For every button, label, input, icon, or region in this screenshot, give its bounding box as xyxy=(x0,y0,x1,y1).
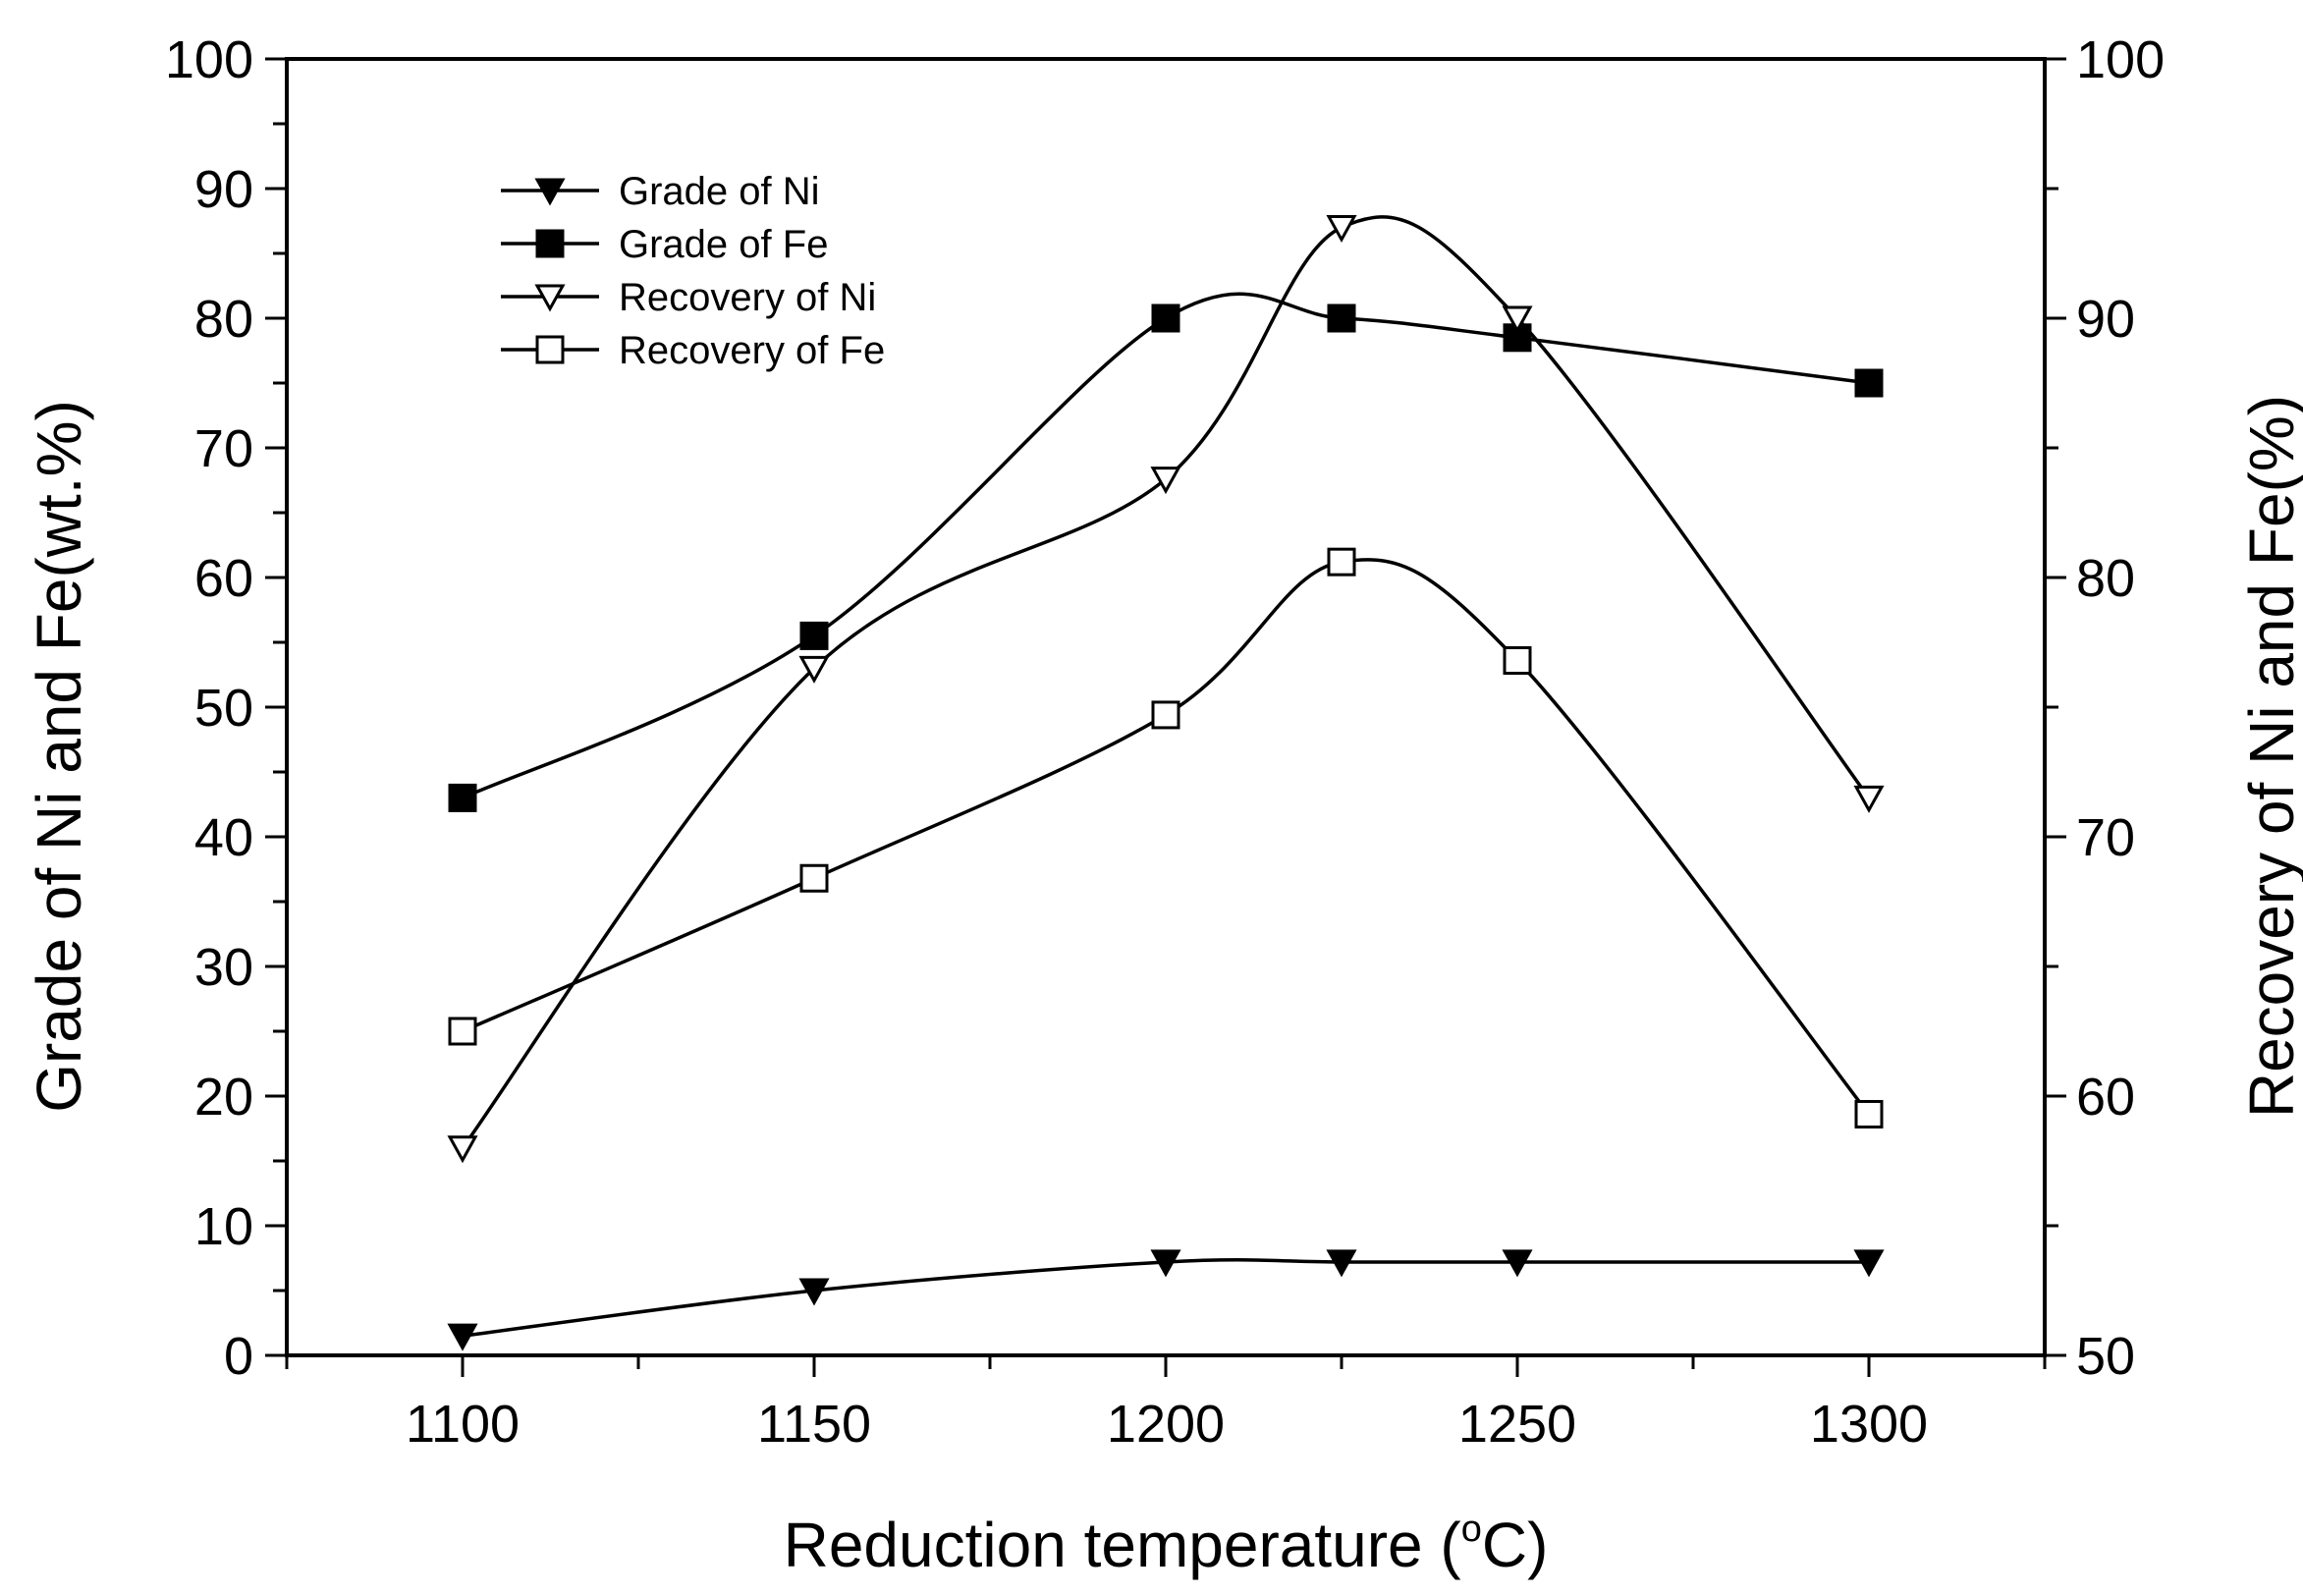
series-line-grade-of-ni xyxy=(462,1258,1869,1338)
y-left-tick-label: 40 xyxy=(194,808,253,867)
series-line-recovery-of-fe xyxy=(462,558,1871,1116)
data-point-grade-of-fe xyxy=(448,783,477,812)
x-axis-title-end: C) xyxy=(1482,1510,1549,1580)
ticks-layer: 1100 1150 1200 1250 1300 0 10 20 30 40 50 60 70 80 90 1… xyxy=(165,30,2165,1454)
series-grade-of-fe xyxy=(448,292,1884,812)
y-left-tick-label: 70 xyxy=(194,419,253,478)
y-left-tick-label: 100 xyxy=(165,30,253,89)
data-point-grade-of-fe xyxy=(1854,368,1884,398)
legend-marker xyxy=(534,284,566,312)
y-right-tick-label: 80 xyxy=(2076,549,2135,608)
data-point-recovery-of-fe xyxy=(1151,700,1180,730)
y-left-tick-label: 20 xyxy=(194,1068,253,1127)
y-left-tick-label: 90 xyxy=(194,160,253,219)
data-point-grade-of-ni xyxy=(798,1278,830,1306)
data-point-recovery-of-ni xyxy=(1326,215,1357,244)
series-recovery-of-ni xyxy=(447,215,1885,1164)
y-right-tick-label: 60 xyxy=(2076,1068,2135,1127)
y-left-tick-label: 30 xyxy=(194,938,253,997)
data-point-recovery-of-ni xyxy=(798,655,830,684)
y-axis-right-title: Recovery of Ni and Fe(%) xyxy=(2236,395,2303,1118)
y-left-tick-label: 50 xyxy=(194,679,253,738)
series-line-recovery-of-ni xyxy=(461,215,1871,1149)
legend-item-grade-of-ni: Grade of Ni xyxy=(501,170,820,213)
data-point-recovery-of-fe xyxy=(799,863,829,893)
legend-marker xyxy=(535,335,565,364)
legend-label: Recovery of Ni xyxy=(619,276,876,319)
y-axis-left-title: Grade of Ni and Fe(wt.%) xyxy=(24,400,94,1113)
legend-item-grade-of-fe: Grade of Fe xyxy=(501,223,828,266)
series-layer xyxy=(447,215,1885,1351)
data-point-grade-of-ni xyxy=(1502,1249,1533,1278)
data-point-grade-of-fe xyxy=(799,621,829,650)
series-grade-of-ni xyxy=(447,1249,1885,1351)
y-left-tick-label: 0 xyxy=(224,1327,253,1386)
data-point-recovery-of-ni xyxy=(1502,305,1533,334)
data-point-recovery-of-ni xyxy=(1150,467,1181,495)
y-right-tick-label: 70 xyxy=(2076,808,2135,867)
data-point-recovery-of-ni xyxy=(1853,785,1885,813)
data-point-grade-of-ni xyxy=(1150,1249,1181,1278)
data-point-recovery-of-fe xyxy=(1503,645,1532,675)
x-tick-label: 1300 xyxy=(1810,1395,1928,1454)
legend-marker xyxy=(535,229,565,258)
series-line-grade-of-fe xyxy=(462,292,1870,799)
legend-item-recovery-of-fe: Recovery of Fe xyxy=(501,329,885,372)
x-tick-label: 1100 xyxy=(406,1395,520,1454)
data-point-recovery-of-fe xyxy=(448,1017,477,1046)
y-left-tick-label: 10 xyxy=(194,1197,253,1256)
x-tick-label: 1250 xyxy=(1458,1395,1576,1454)
x-tick-label: 1150 xyxy=(757,1395,871,1454)
x-axis-title-main: Reduction temperature ( xyxy=(784,1510,1461,1580)
data-point-recovery-of-ni xyxy=(447,1135,478,1164)
data-point-recovery-of-fe xyxy=(1854,1099,1884,1128)
y-right-tick-label: 50 xyxy=(2076,1327,2135,1386)
y-right-tick-label: 100 xyxy=(2076,30,2165,89)
legend: Grade of Ni Grade of Fe Recovery of Ni Reco… xyxy=(501,170,885,372)
x-tick-label: 1200 xyxy=(1107,1395,1225,1454)
data-point-grade-of-fe xyxy=(1151,303,1180,333)
data-point-grade-of-fe xyxy=(1327,303,1356,333)
data-point-grade-of-ni xyxy=(1326,1249,1357,1278)
legend-label: Grade of Ni xyxy=(619,170,820,213)
legend-label: Grade of Fe xyxy=(619,223,828,266)
series-recovery-of-fe xyxy=(448,547,1884,1128)
y-left-tick-label: 80 xyxy=(194,290,253,349)
legend-marker xyxy=(534,178,566,206)
legend-label: Recovery of Fe xyxy=(619,329,885,372)
x-axis-title: Reduction temperature (oC) xyxy=(784,1509,1549,1580)
data-point-recovery-of-fe xyxy=(1327,547,1356,577)
legend-item-recovery-of-ni: Recovery of Ni xyxy=(501,276,876,319)
data-point-grade-of-ni xyxy=(1853,1249,1885,1278)
x-axis-title-degree: o xyxy=(1461,1509,1482,1550)
y-right-tick-label: 90 xyxy=(2076,290,2135,349)
data-point-grade-of-ni xyxy=(447,1323,478,1351)
y-left-tick-label: 60 xyxy=(194,549,253,608)
